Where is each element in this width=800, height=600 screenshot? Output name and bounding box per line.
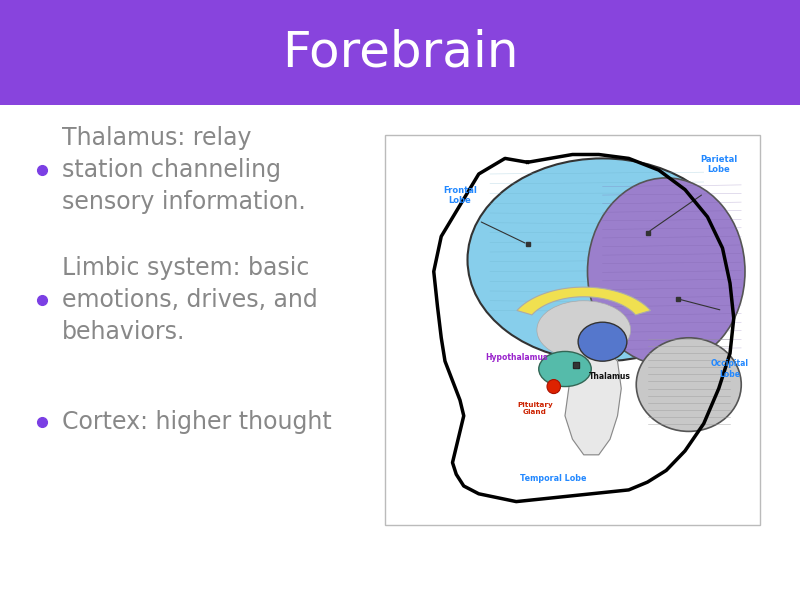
- Ellipse shape: [636, 338, 742, 431]
- Ellipse shape: [537, 301, 630, 359]
- Circle shape: [547, 380, 561, 394]
- Text: Occipital
Lobe: Occipital Lobe: [711, 359, 749, 379]
- Bar: [0, 0, 800, 105]
- Ellipse shape: [578, 322, 627, 361]
- Text: Temporal Lobe: Temporal Lobe: [521, 474, 587, 482]
- Text: Pituitary
Gland: Pituitary Gland: [517, 401, 553, 415]
- Bar: [385, 135, 760, 525]
- Ellipse shape: [467, 158, 738, 361]
- Polygon shape: [434, 154, 734, 502]
- Text: Frontal
Lobe: Frontal Lobe: [443, 186, 477, 205]
- Text: Forebrain: Forebrain: [282, 28, 518, 76]
- Ellipse shape: [538, 352, 591, 386]
- Text: Cortex: higher thought: Cortex: higher thought: [62, 410, 332, 434]
- Polygon shape: [565, 338, 622, 455]
- Text: Parietal
Lobe: Parietal Lobe: [700, 155, 738, 174]
- Text: Hypothalamus: Hypothalamus: [485, 353, 547, 362]
- Text: Limbic system: basic
emotions, drives, and
behaviors.: Limbic system: basic emotions, drives, a…: [62, 256, 318, 344]
- Text: Thalamus: relay
station channeling
sensory information.: Thalamus: relay station channeling senso…: [62, 127, 306, 214]
- Ellipse shape: [587, 178, 745, 365]
- Text: Thalamus: Thalamus: [589, 372, 631, 382]
- Polygon shape: [517, 287, 650, 315]
